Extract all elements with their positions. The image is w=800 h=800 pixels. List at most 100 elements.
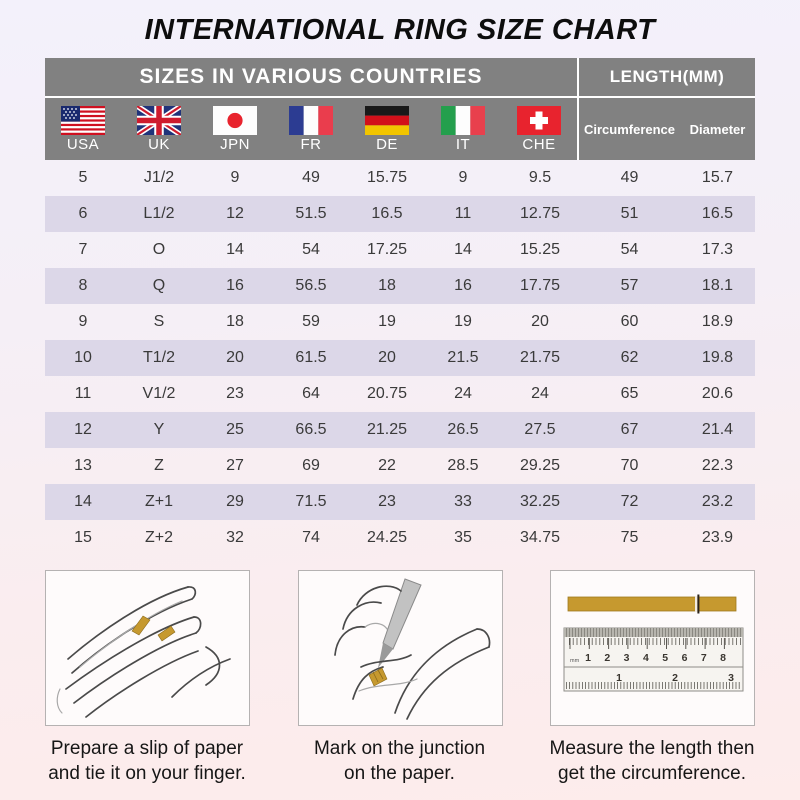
table-cell: T1/2	[142, 349, 175, 366]
table-cell: 20.75	[366, 385, 408, 402]
table-cell: 23.2	[701, 493, 734, 510]
table-cell: S	[153, 313, 165, 330]
table-cell: Z	[154, 457, 164, 474]
table-cell: 22	[378, 457, 396, 474]
table-cell: 5	[78, 169, 88, 186]
column-header-de: DE	[349, 98, 425, 160]
table-cell: 8	[78, 277, 88, 294]
table-cell: 67	[620, 421, 639, 438]
table-cell: 70	[620, 457, 639, 474]
table-cell: 12.75	[519, 205, 561, 222]
table-cell: 33	[454, 493, 472, 510]
column-header-diameter: Diameter	[689, 121, 746, 137]
table-cell: 24.25	[366, 529, 408, 546]
measuring-steps: Prepare a slip of paper and tie it on yo…	[45, 570, 755, 786]
table-cell: 32	[226, 529, 244, 546]
table-cell: 26.5	[447, 421, 479, 438]
table-cell: 25	[226, 421, 244, 438]
paper-strip	[368, 667, 387, 687]
ruler-number: 2	[604, 652, 610, 664]
table-cell: 19	[378, 313, 396, 330]
table-cell: 19	[454, 313, 472, 330]
table-cell: 17.75	[519, 277, 561, 294]
pen	[377, 578, 422, 668]
table-cell: 15.75	[366, 169, 408, 186]
table-cell: 14	[226, 241, 244, 258]
ruler-number: 2	[672, 672, 678, 684]
table-cell: 59	[302, 313, 320, 330]
table-cell: 13	[74, 457, 92, 474]
table-cell: 16.5	[701, 205, 734, 222]
table-cell: 64	[302, 385, 320, 402]
table-group-header-row: SIZES IN VARIOUS COUNTRIES LENGTH(MM)	[45, 58, 755, 98]
country-code-label: DE	[376, 135, 398, 153]
table-cell: 27.5	[524, 421, 556, 438]
table-cell: 18	[226, 313, 244, 330]
country-code-label: CHE	[522, 135, 556, 153]
italy-flag-icon	[441, 105, 485, 135]
table-cell: 21.75	[519, 349, 561, 366]
step-2-caption: Mark on the junction on the paper.	[313, 738, 486, 784]
table-cell: 15.25	[519, 241, 561, 258]
table-cell: 21.5	[447, 349, 479, 366]
table-cell: Z+1	[144, 493, 173, 510]
table-cell: 27	[226, 457, 244, 474]
group-header-sizes: SIZES IN VARIOUS COUNTRIES	[45, 58, 579, 96]
table-cell: 28.5	[447, 457, 479, 474]
table-cell: 54	[620, 241, 639, 258]
table-cell: 72	[620, 493, 639, 510]
ruler-number: 6	[682, 652, 688, 664]
table-cell: 51	[620, 205, 639, 222]
table-cell: 18.1	[701, 277, 734, 294]
table-cell: 71.5	[295, 493, 327, 510]
column-header-che: CHE	[501, 98, 579, 160]
table-cell: 51.5	[295, 205, 327, 222]
table-cell: 24	[454, 385, 472, 402]
country-code-label: FR	[300, 135, 322, 153]
table-cell: 17.3	[701, 241, 734, 258]
table-cell: 7	[78, 241, 88, 258]
table-cell: 32.25	[519, 493, 561, 510]
table-cell: 54	[302, 241, 320, 258]
ruler-number: 3	[728, 672, 734, 684]
table-cell: 16.5	[371, 205, 403, 222]
table-cell: 49	[620, 169, 639, 186]
table-cell: O	[152, 241, 166, 258]
country-code-label: JPN	[220, 135, 250, 153]
country-code-label: IT	[455, 135, 471, 153]
ruler-number: 8	[720, 652, 726, 664]
table-cell: 18	[378, 277, 396, 294]
table-column-header-row: USA UK JPN	[45, 98, 755, 160]
table-cell: L1/2	[143, 205, 175, 222]
step-1-caption: Prepare a slip of paper and tie it on yo…	[48, 738, 246, 784]
table-cell: 21.4	[701, 421, 734, 438]
table-cell: 21.25	[366, 421, 408, 438]
ring-size-table: SIZES IN VARIOUS COUNTRIES LENGTH(MM)	[45, 58, 755, 556]
table-cell: 49	[302, 169, 320, 186]
table-cell: 20.6	[701, 385, 734, 402]
table-cell: 23.9	[701, 529, 734, 546]
table-cell: 56.5	[295, 277, 327, 294]
step-2: Mark on the junction on the paper.	[297, 570, 503, 786]
table-cell: 17.25	[366, 241, 408, 258]
table-row: 13 Z 27 69 22 28.5 29.25 70 22.3	[45, 448, 755, 484]
country-code-label: UK	[148, 135, 170, 153]
ruler-number: 7	[701, 652, 707, 664]
group-header-length: LENGTH(MM)	[609, 67, 725, 86]
ruler-inch-numbers: 1 2 3	[616, 672, 734, 684]
table-cell: 10	[74, 349, 92, 366]
table-cell: 9	[78, 313, 88, 330]
table-cell: 34.75	[519, 529, 561, 546]
table-cell: 15	[74, 529, 92, 546]
table-body: 5 J1/2 9 49 15.75 9 9.5 49 15.7 6 L1/2 12 51.5 16.5 11…	[45, 160, 755, 556]
table-cell: 23	[226, 385, 244, 402]
table-row: 6 L1/2 12 51.5 16.5 11 12.75 51 16.5	[45, 196, 755, 232]
table-cell: Y	[153, 421, 165, 438]
country-code-label: USA	[66, 135, 100, 153]
table-cell: 29.25	[519, 457, 561, 474]
paper-strip	[567, 594, 737, 614]
table-cell: 29	[226, 493, 244, 510]
table-row: 10 T1/2 20 61.5 20 21.5 21.75 62 19.8	[45, 340, 755, 376]
